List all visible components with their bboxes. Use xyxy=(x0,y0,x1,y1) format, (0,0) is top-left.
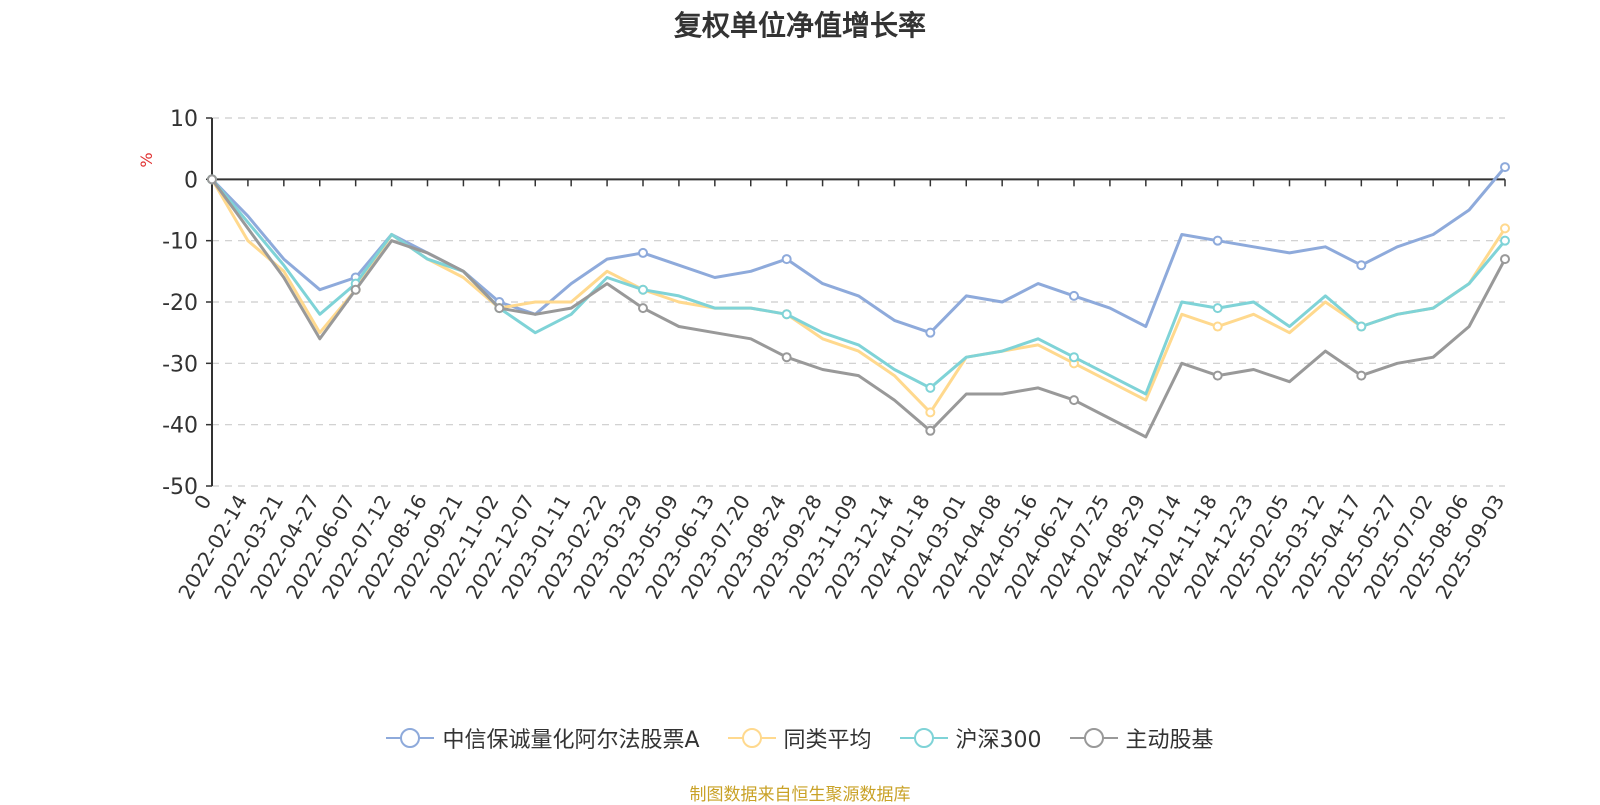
y-tick-label: -50 xyxy=(162,475,198,500)
data-point xyxy=(781,309,792,320)
data-point xyxy=(638,284,648,295)
data-point xyxy=(638,247,648,258)
y-tick-labels: 10 0 -10 -20 -30 -40 -50 xyxy=(162,107,198,500)
legend: 中信保诚量化阿尔法股票A 同类平均 沪深300 主动股基 xyxy=(0,722,1600,754)
data-point xyxy=(925,327,936,338)
x-tick-label: 0 xyxy=(189,491,216,514)
data-point xyxy=(1212,370,1223,381)
data-point xyxy=(925,425,936,436)
data-point xyxy=(494,303,505,314)
x-tick-labels: 02022-02-142022-03-212022-04-272022-06-0… xyxy=(173,490,1509,603)
data-point xyxy=(1356,260,1367,271)
chart-title: 复权单位净值增长率 xyxy=(673,9,926,42)
data-source-note: 制图数据来自恒生聚源数据库 xyxy=(689,785,911,805)
data-point xyxy=(1500,223,1510,234)
legend-item[interactable]: 沪深300 xyxy=(899,722,1042,754)
data-point xyxy=(1500,162,1510,173)
data-point xyxy=(1212,235,1223,246)
y-axis-label: % xyxy=(137,152,156,167)
data-point xyxy=(781,352,792,363)
grid-lines xyxy=(212,117,1505,487)
legend-item[interactable]: 同类平均 xyxy=(727,722,872,754)
data-point xyxy=(1500,254,1510,265)
y-tick-label: -30 xyxy=(162,352,198,377)
data-point xyxy=(1212,303,1223,314)
data-point xyxy=(781,254,792,265)
legend-line-circle-icon xyxy=(899,728,948,748)
series-lines xyxy=(207,162,1510,439)
y-tick-label: 10 xyxy=(170,107,198,132)
y-tick-label: -40 xyxy=(162,414,198,439)
data-point xyxy=(1500,235,1510,246)
legend-item[interactable]: 中信保诚量化阿尔法股票A xyxy=(386,722,700,754)
data-point xyxy=(638,303,648,314)
legend-line-circle-icon xyxy=(1069,728,1118,748)
data-point xyxy=(1069,290,1079,301)
data-point xyxy=(1212,321,1223,332)
legend-label: 沪深300 xyxy=(955,728,1042,753)
data-point xyxy=(1069,395,1079,406)
y-tick-label: -10 xyxy=(162,230,198,255)
data-point xyxy=(1356,370,1367,381)
y-tick-label: -20 xyxy=(162,291,198,316)
data-point xyxy=(350,284,361,295)
series-line-3 xyxy=(210,178,1507,439)
legend-label: 同类平均 xyxy=(783,728,872,753)
data-point xyxy=(925,382,936,393)
data-point xyxy=(1356,321,1367,332)
legend-line-circle-icon xyxy=(727,728,776,748)
data-point xyxy=(1069,352,1079,363)
series-line-2 xyxy=(210,178,1507,396)
data-point xyxy=(207,174,217,185)
legend-label: 主动股基 xyxy=(1125,728,1214,753)
legend-line-circle-icon xyxy=(386,728,435,748)
y-tick-label: 0 xyxy=(184,168,198,193)
legend-item[interactable]: 主动股基 xyxy=(1069,722,1214,754)
data-point xyxy=(925,407,936,418)
legend-label: 中信保诚量化阿尔法股票A xyxy=(442,728,700,753)
